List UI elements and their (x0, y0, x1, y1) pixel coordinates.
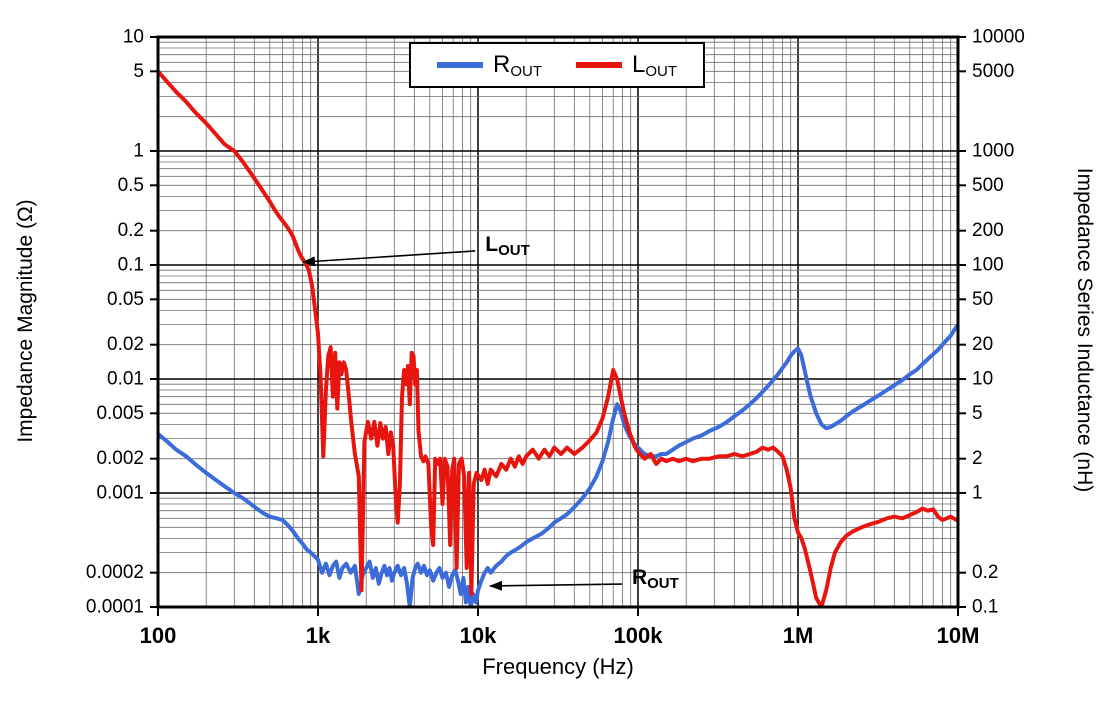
right-axis-tick-label: 0.2 (972, 562, 998, 583)
x-axis-tick-label: 10k (460, 623, 497, 648)
left-axis-title: Impedance Magnitude (Ω) (14, 199, 37, 443)
legend-label-lout: LOUT (631, 51, 678, 80)
legend: ROUT LOUT (408, 42, 706, 88)
x-axis-tick-label: 100 (140, 623, 177, 648)
left-axis-tick-label: 0.01 (107, 369, 144, 390)
left-axis-tick-label: 0.05 (107, 289, 144, 310)
right-axis-tick-label: 10000 (972, 27, 1025, 48)
right-axis-tick-label: 20 (972, 334, 993, 355)
left-axis-tick-label: 0.0002 (86, 562, 144, 583)
legend-item-rout: ROUT (436, 51, 542, 80)
right-axis-tick-label: 2 (972, 448, 983, 469)
left-axis-tick-label: 0.0001 (86, 597, 144, 618)
right-axis-tick-label: 10 (972, 369, 993, 390)
right-axis-tick-label: 5 (972, 403, 983, 424)
left-axis-tick-label: 1 (133, 141, 144, 162)
legend-label-rout: ROUT (492, 51, 542, 80)
right-axis-tick-label: 0.1 (972, 597, 998, 618)
x-axis-tick-label: 1k (306, 623, 331, 648)
right-axis-tick-label: 5000 (972, 61, 1014, 82)
annotation-label-rout: ROUT (632, 566, 679, 592)
right-axis-tick-label: 1 (972, 483, 983, 504)
series-lout-line (158, 69, 958, 607)
left-axis-tick-label: 0.1 (118, 255, 144, 276)
series-rout-line (158, 322, 958, 607)
legend-item-lout: LOUT (575, 51, 678, 80)
x-axis-tick-label: 1M (783, 623, 814, 648)
right-axis-tick-label: 1000 (972, 141, 1014, 162)
right-axis-tick-label: 50 (972, 289, 993, 310)
right-axis-tick-label: 200 (972, 220, 1004, 241)
left-axis-tick-label: 0.2 (118, 220, 144, 241)
left-axis-tick-label: 0.002 (96, 448, 144, 469)
left-axis-tick-label: 0.02 (107, 334, 144, 355)
legend-swatch-lout (575, 62, 622, 68)
plot-border (156, 35, 960, 609)
right-axis-tick-label: 500 (972, 175, 1004, 196)
x-axis-title: Frequency (Hz) (482, 654, 634, 679)
x-axis-tick-label: 100k (614, 623, 664, 648)
legend-swatch-rout (436, 62, 483, 68)
x-axis-tick-label: 10M (937, 623, 980, 648)
annotation-label-lout: LOUT (485, 232, 530, 258)
left-axis-tick-label: 0.5 (118, 175, 144, 196)
right-axis-title: Impedance Series Inductance (nH) (1073, 167, 1096, 493)
left-axis-tick-label: 5 (133, 61, 144, 82)
left-axis-tick-label: 0.005 (96, 403, 144, 424)
left-axis-tick-label: 10 (123, 27, 144, 48)
left-axis-tick-label: 0.001 (96, 483, 144, 504)
annotation-arrow-rout (489, 580, 622, 591)
right-axis-tick-label: 100 (972, 255, 1004, 276)
annotation-arrow-lout (302, 250, 476, 267)
